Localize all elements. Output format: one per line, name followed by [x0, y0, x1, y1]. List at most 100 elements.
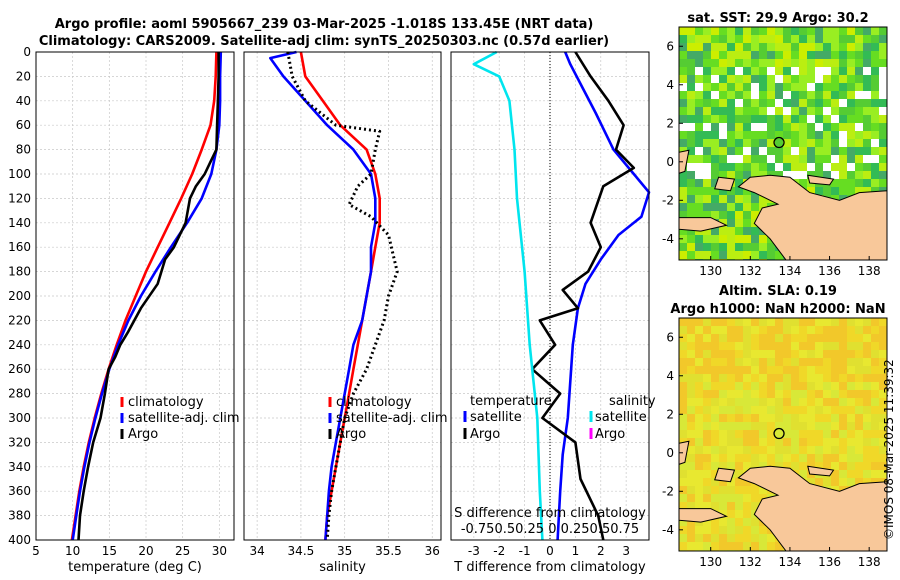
- field-cell: [871, 406, 880, 415]
- field-cell: [727, 163, 736, 172]
- field-cell: [735, 251, 744, 260]
- field-cell: [711, 334, 720, 343]
- field-cell: [831, 107, 840, 116]
- field-cell: [735, 318, 744, 327]
- field-cell: [743, 438, 752, 447]
- field-cell: [775, 438, 784, 447]
- field-cell: [727, 414, 736, 423]
- field-cell: [759, 243, 768, 252]
- field-cell: [823, 318, 832, 327]
- field-cell: [807, 147, 816, 156]
- field-cell: [855, 147, 864, 156]
- field-cell: [687, 318, 696, 327]
- field-cell: [735, 422, 744, 431]
- field-cell: [679, 51, 688, 60]
- field-cell: [791, 59, 800, 68]
- field-cell: [719, 462, 728, 471]
- x-tick-label: 132: [739, 264, 762, 278]
- field-cell: [863, 398, 872, 407]
- field-cell: [863, 115, 872, 124]
- field-cell: [767, 251, 776, 260]
- field-cell: [855, 334, 864, 343]
- field-cell: [719, 195, 728, 204]
- x-axis-label: T difference from climatology: [453, 560, 646, 575]
- field-cell: [863, 51, 872, 60]
- field-cell: [879, 326, 887, 335]
- field-cell: [711, 251, 720, 260]
- field-cell: [839, 75, 848, 84]
- field-cell: [679, 243, 688, 252]
- field-cell: [775, 326, 784, 335]
- field-cell: [791, 366, 800, 375]
- field-cell: [751, 542, 760, 551]
- field-cell: [695, 243, 704, 252]
- field-cell: [775, 123, 784, 132]
- field-cell: [711, 502, 720, 511]
- field-cell: [735, 203, 744, 212]
- field-cell: [727, 35, 736, 44]
- field-cell: [695, 478, 704, 487]
- field-cell: [767, 334, 776, 343]
- field-cell: [871, 334, 880, 343]
- field-cell: [735, 462, 744, 471]
- field-cell: [679, 227, 688, 236]
- field-cell: [751, 422, 760, 431]
- field-cell: [807, 478, 816, 487]
- field-cell: [743, 510, 752, 519]
- field-cell: [695, 366, 704, 375]
- field-cell: [703, 398, 712, 407]
- field-cell: [783, 163, 792, 172]
- field-cell: [687, 350, 696, 359]
- series-line-argo: [77, 52, 220, 541]
- field-cell: [759, 326, 768, 335]
- field-cell: [871, 462, 880, 471]
- field-cell: [679, 382, 688, 391]
- field-cell: [711, 446, 720, 455]
- field-cell: [767, 59, 776, 68]
- field-cell: [727, 107, 736, 116]
- field-cell: [855, 35, 864, 44]
- field-cell: [703, 171, 712, 180]
- field-cell: [775, 51, 784, 60]
- field-cell: [743, 35, 752, 44]
- field-cell: [871, 35, 880, 44]
- field-cell: [719, 83, 728, 92]
- field-cell: [751, 414, 760, 423]
- field-cell: [847, 334, 856, 343]
- field-cell: [799, 438, 808, 447]
- field-cell: [783, 462, 792, 471]
- field-cell: [879, 430, 887, 439]
- field-cell: [879, 59, 887, 68]
- field-cell: [839, 83, 848, 92]
- field-cell: [711, 542, 720, 551]
- field-cell: [879, 374, 887, 383]
- sla-land: [679, 427, 887, 551]
- field-cell: [871, 414, 880, 423]
- field-cell: [759, 99, 768, 108]
- field-cell: [847, 358, 856, 367]
- sst-map: sat. SST: 29.9 Argo: 30.2 130 132 134 136 13…: [662, 11, 888, 278]
- field-cell: [759, 430, 768, 439]
- field-cell: [743, 203, 752, 212]
- field-cell: [687, 446, 696, 455]
- field-cell: [703, 203, 712, 212]
- field-cell: [743, 163, 752, 172]
- field-cell: [727, 43, 736, 52]
- field-cell: [711, 107, 720, 116]
- field-cell: [751, 334, 760, 343]
- field-cell: [767, 91, 776, 100]
- sla-map-title-line2: Argo h1000: NaN h2000: NaN: [670, 302, 885, 317]
- field-cell: [751, 171, 760, 180]
- field-cell: [823, 350, 832, 359]
- y-tick-label: -2: [662, 193, 674, 207]
- field-cell: [679, 366, 688, 375]
- field-cell: [687, 139, 696, 148]
- field-cell: [815, 414, 824, 423]
- field-cell: [823, 478, 832, 487]
- y-tick-label: -4: [662, 523, 674, 537]
- field-cell: [687, 494, 696, 503]
- field-cell: [743, 494, 752, 503]
- field-cell: [783, 398, 792, 407]
- difference-panel: -3 -2 -1 0 1 2 3 T difference from climatology: [450, 50, 651, 575]
- field-cell: [823, 131, 832, 140]
